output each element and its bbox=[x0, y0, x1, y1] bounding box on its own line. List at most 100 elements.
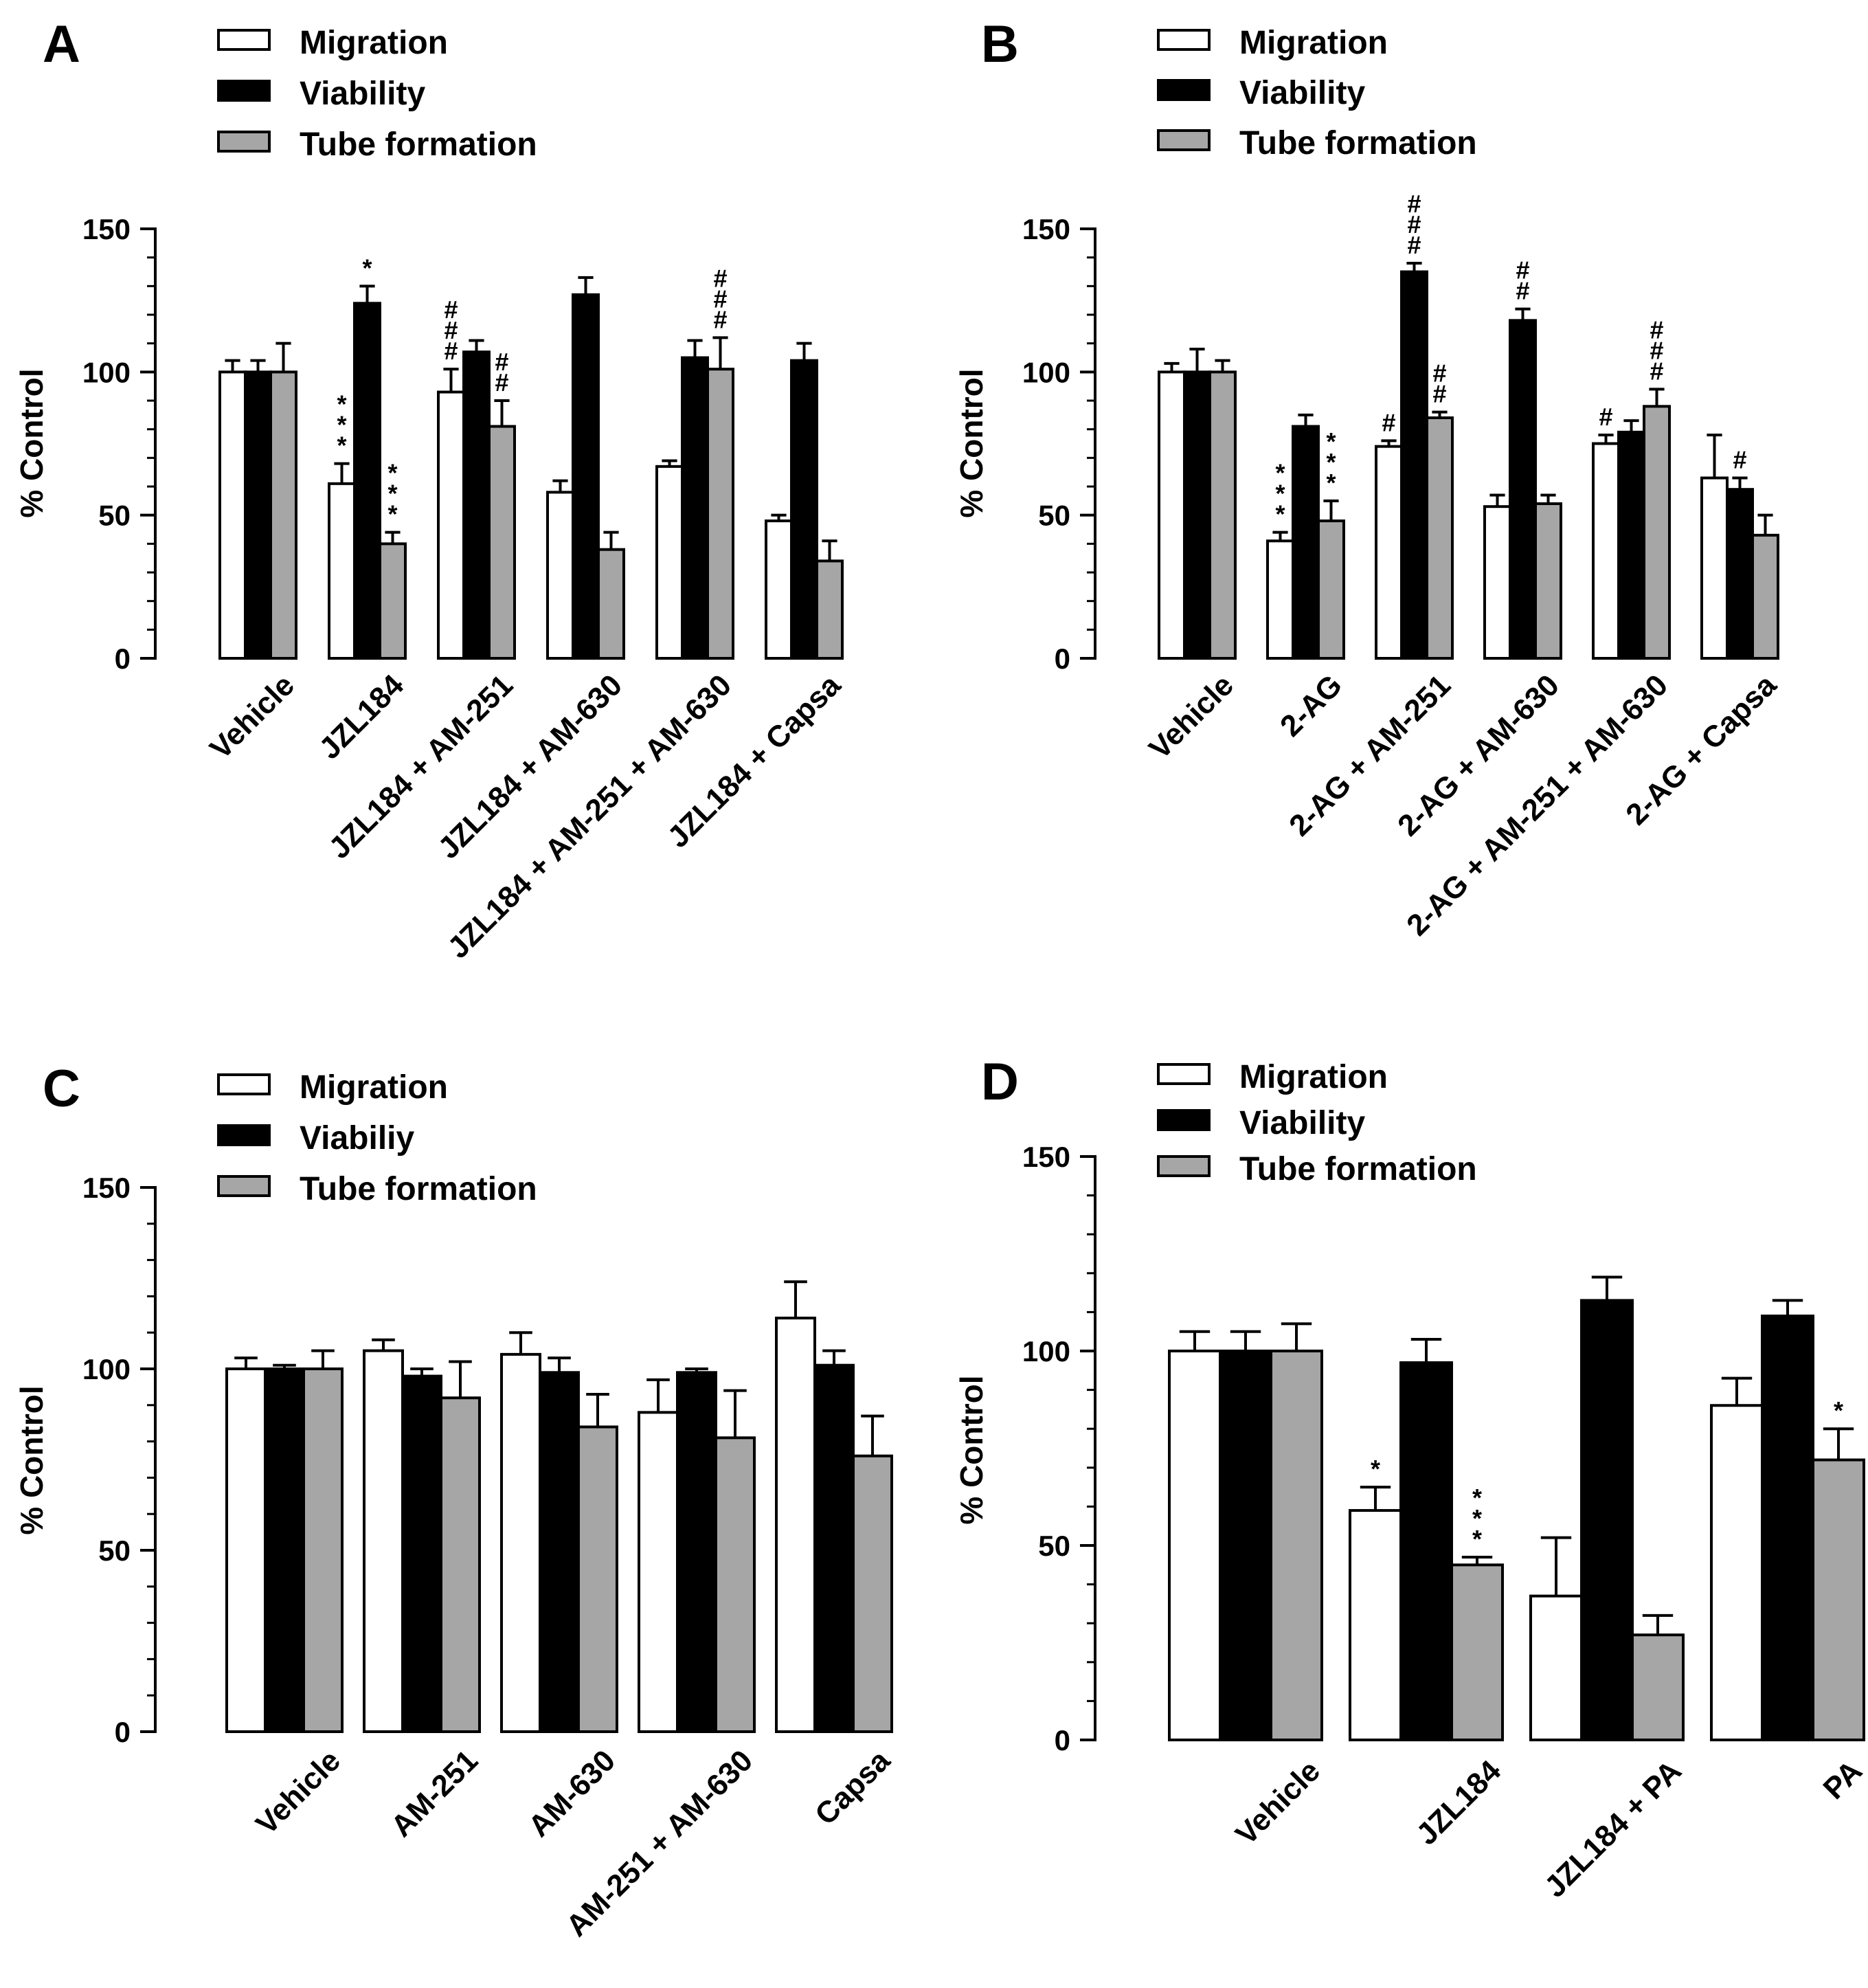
significance-mark: * bbox=[337, 390, 346, 418]
bar-tube-formation bbox=[706, 368, 734, 660]
significance-mark: # bbox=[1733, 446, 1746, 474]
legend-swatch bbox=[1157, 129, 1211, 151]
legend-label: Viability bbox=[1239, 75, 1365, 111]
bar-migration bbox=[1158, 370, 1186, 660]
bar-viabiliy bbox=[539, 1371, 580, 1733]
bar-tube-formation bbox=[1270, 1350, 1323, 1741]
bar-migration bbox=[1375, 445, 1403, 660]
significance-mark: # bbox=[444, 337, 458, 365]
y-tick-label: 50 bbox=[98, 500, 131, 532]
legend-swatch bbox=[1157, 1155, 1211, 1177]
bar-migration bbox=[1529, 1594, 1583, 1742]
bar-viability bbox=[244, 370, 272, 660]
bar-migration bbox=[655, 465, 684, 660]
chart-panel-D: D Migration Viability Tube formation 0 50 100 1… bbox=[954, 1053, 1868, 1904]
y-tick-label: 100 bbox=[82, 356, 131, 388]
y-axis-label: % Control bbox=[14, 1385, 49, 1534]
y-tick-label: 50 bbox=[1038, 1530, 1070, 1562]
bar-viability bbox=[790, 359, 818, 660]
significance-mark: * bbox=[1275, 480, 1285, 508]
significance-mark: # bbox=[1432, 359, 1446, 388]
significance-mark: # bbox=[713, 305, 727, 333]
bar-migration bbox=[1710, 1404, 1764, 1741]
legend-swatch bbox=[1157, 1063, 1211, 1085]
bar-viability bbox=[1726, 488, 1754, 660]
significance-mark: # bbox=[1516, 277, 1529, 305]
significance-mark: # bbox=[444, 295, 458, 324]
bar-viability bbox=[1292, 425, 1320, 660]
significance-mark: # bbox=[1407, 231, 1421, 259]
legend-label: Tube formation bbox=[300, 126, 537, 163]
legend-label: Viability bbox=[1239, 1105, 1365, 1141]
bar-migration bbox=[1483, 505, 1511, 660]
legend-label: Migration bbox=[1239, 1059, 1388, 1095]
y-tick-label: 150 bbox=[1022, 213, 1070, 245]
legend-swatch bbox=[217, 131, 271, 153]
bar-viability bbox=[1580, 1299, 1634, 1742]
bar-tube-formation bbox=[1631, 1633, 1685, 1741]
significance-mark: # bbox=[1407, 210, 1421, 238]
bar-tube-formation bbox=[1317, 520, 1345, 660]
legend-swatch bbox=[217, 1124, 271, 1146]
bar-viabiliy bbox=[676, 1371, 717, 1733]
panel-letter: A bbox=[43, 15, 80, 74]
legend-swatch bbox=[1157, 29, 1211, 51]
bar-tube-formation bbox=[488, 425, 516, 660]
y-tick-label: 100 bbox=[1022, 356, 1070, 388]
bar-tube-formation bbox=[815, 559, 844, 660]
significance-mark: # bbox=[444, 316, 458, 344]
significance-mark: * bbox=[1371, 1455, 1380, 1483]
bar-tube-formation bbox=[1812, 1458, 1865, 1741]
y-tick-label: 150 bbox=[82, 213, 131, 245]
panel-letter: D bbox=[981, 1053, 1019, 1111]
bar-tube-formation bbox=[1643, 405, 1671, 660]
bar-viability bbox=[353, 302, 381, 660]
significance-mark: # bbox=[1432, 380, 1446, 408]
y-tick-label: 0 bbox=[1055, 1724, 1070, 1756]
y-tick-label: 50 bbox=[1038, 500, 1070, 532]
y-tick-label: 50 bbox=[98, 1534, 131, 1567]
bar-migration bbox=[225, 1367, 267, 1733]
bar-viability bbox=[1617, 430, 1645, 660]
significance-mark: * bbox=[1326, 427, 1336, 456]
y-axis-label: % Control bbox=[954, 368, 989, 517]
bar-viability bbox=[1761, 1315, 1814, 1742]
legend-label: Viability bbox=[300, 76, 425, 112]
bar-migration bbox=[1266, 539, 1294, 660]
legend-label: Tube formation bbox=[300, 1171, 537, 1207]
y-tick-label: 0 bbox=[1055, 643, 1070, 675]
bar-viabiliy bbox=[813, 1363, 855, 1733]
y-tick-label: 150 bbox=[1022, 1141, 1070, 1173]
bar-migration bbox=[363, 1349, 404, 1733]
bar-migration bbox=[1592, 442, 1620, 660]
bar-tube-formation bbox=[269, 370, 297, 660]
bar-viability bbox=[462, 350, 491, 660]
bar-viability bbox=[1400, 270, 1428, 660]
significance-mark: * bbox=[337, 432, 346, 460]
legend-swatch bbox=[217, 29, 271, 51]
y-tick-label: 150 bbox=[82, 1172, 131, 1204]
significance-mark: # bbox=[1599, 403, 1612, 431]
bar-migration bbox=[500, 1352, 541, 1733]
bar-viabiliy bbox=[401, 1374, 442, 1734]
bar-migration bbox=[328, 482, 356, 660]
legend-swatch bbox=[1157, 1109, 1211, 1131]
significance-mark: * bbox=[1472, 1484, 1482, 1512]
legend-label: Viabiliy bbox=[300, 1120, 415, 1157]
bar-tube-formation bbox=[1450, 1563, 1504, 1742]
significance-mark: # bbox=[1650, 315, 1663, 344]
significance-mark: # bbox=[1516, 256, 1529, 284]
y-axis-label: % Control bbox=[14, 368, 49, 517]
legend-swatch bbox=[217, 1073, 271, 1095]
legend-swatch bbox=[217, 1175, 271, 1197]
y-tick-label: 100 bbox=[82, 1353, 131, 1385]
significance-mark: * bbox=[387, 500, 397, 528]
panel-letter: C bbox=[43, 1060, 80, 1118]
significance-mark: # bbox=[1407, 190, 1421, 218]
bar-tube-formation bbox=[440, 1396, 481, 1733]
bar-migration bbox=[775, 1317, 816, 1733]
bar-viability bbox=[681, 356, 709, 660]
bar-migration bbox=[437, 390, 465, 660]
bar-viabiliy bbox=[264, 1367, 305, 1733]
legend-label: Migration bbox=[1239, 25, 1388, 61]
